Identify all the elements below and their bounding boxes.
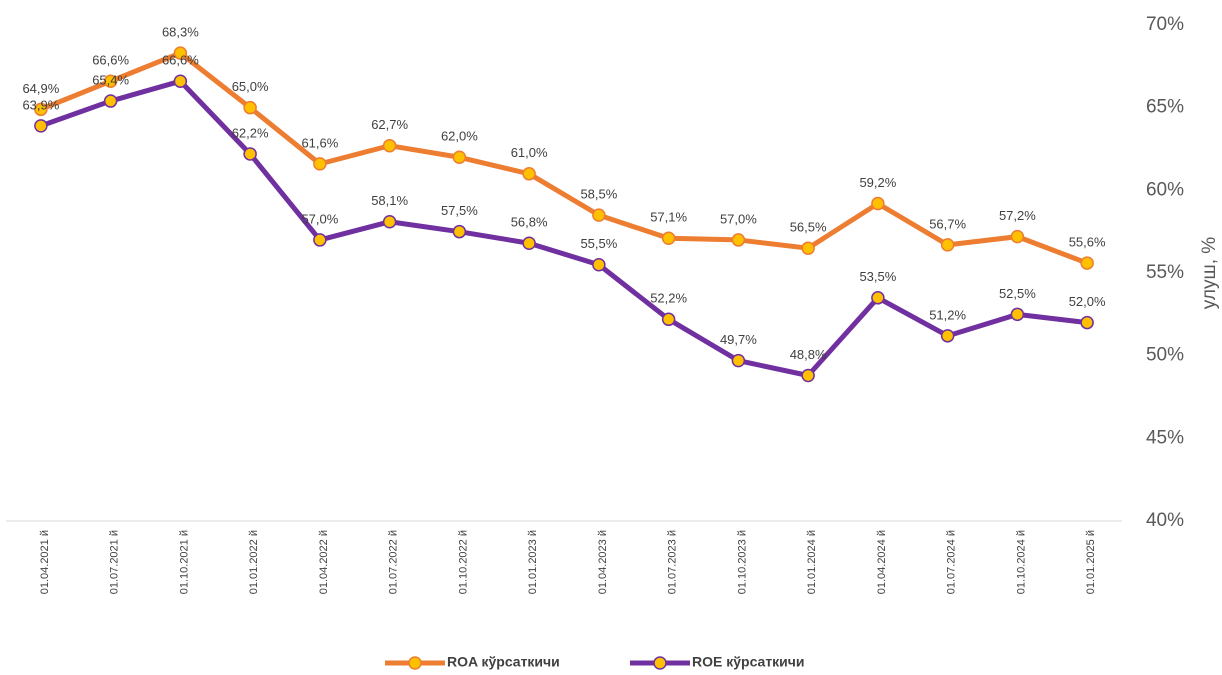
data-label: 51,2% — [929, 307, 966, 322]
data-label: 61,6% — [301, 135, 338, 150]
data-label: 58,5% — [580, 187, 617, 202]
legend-marker — [408, 656, 422, 670]
marker — [382, 138, 397, 153]
x-tick-label: 01.10.2022 й — [457, 530, 469, 594]
x-tick-label: 01.01.2024 й — [806, 530, 818, 594]
marker — [592, 208, 606, 222]
y-axis-label: улуш, % — [1199, 237, 1220, 309]
marker — [661, 312, 676, 327]
x-tick-label: 01.01.2023 й — [527, 530, 539, 594]
data-label: 52,2% — [650, 291, 687, 306]
data-label: 65,0% — [232, 79, 269, 94]
x-tick-label: 01.04.2024 й — [876, 530, 888, 594]
marker — [173, 74, 188, 88]
marker — [731, 233, 746, 247]
data-label: 63,9% — [22, 97, 59, 112]
x-tick-label: 01.01.2022 й — [248, 530, 260, 594]
data-label: 68,3% — [162, 25, 199, 40]
data-label: 57,1% — [650, 210, 687, 225]
marker — [1010, 307, 1025, 322]
data-label: 56,8% — [511, 215, 548, 230]
marker — [34, 102, 48, 117]
data-label: 61,0% — [511, 145, 548, 160]
y-tick-label: 40% — [1146, 510, 1184, 531]
marker — [452, 150, 467, 165]
marker — [1080, 256, 1094, 270]
marker — [103, 74, 118, 88]
x-tick-label: 01.07.2022 й — [388, 530, 400, 594]
data-label: 62,2% — [232, 125, 269, 140]
marker — [313, 233, 327, 247]
marker — [871, 196, 885, 211]
marker — [452, 224, 467, 239]
data-label: 52,5% — [999, 286, 1036, 301]
y-tick-label: 65% — [1146, 97, 1184, 118]
y-tick-label: 50% — [1146, 345, 1184, 366]
legend-label: ROA кўрсаткичи — [447, 654, 560, 670]
y-tick-label: 55% — [1146, 262, 1184, 283]
x-tick-label: 01.10.2021 й — [178, 530, 190, 594]
y-tick-label: 60% — [1146, 179, 1184, 200]
data-label: 66,6% — [92, 53, 129, 68]
x-tick-label: 01.07.2024 й — [946, 530, 958, 594]
series-line — [39, 50, 1089, 266]
legend-label: ROE кўрсаткичи — [692, 654, 805, 670]
y-tick-label: 70% — [1146, 14, 1184, 35]
x-tick-label: 01.04.2023 й — [597, 530, 609, 594]
data-label: 55,5% — [580, 236, 617, 251]
marker — [173, 46, 188, 60]
data-label: 55,6% — [1069, 235, 1106, 250]
data-label: 56,5% — [790, 220, 827, 235]
x-tick-label: 01.01.2025 й — [1085, 530, 1097, 594]
x-tick-label: 01.10.2024 й — [1015, 530, 1027, 594]
data-label: 64,9% — [22, 81, 59, 96]
y-tick-label: 45% — [1146, 427, 1184, 448]
marker — [243, 100, 257, 115]
marker — [661, 231, 676, 246]
data-label: 58,1% — [371, 193, 408, 208]
marker — [940, 329, 955, 343]
x-tick-label: 01.04.2022 й — [318, 530, 330, 594]
x-tick-label: 01.07.2023 й — [667, 530, 679, 594]
legend-marker — [653, 656, 667, 670]
data-label: 52,0% — [1069, 294, 1106, 309]
marker — [382, 214, 397, 229]
data-label: 57,0% — [720, 211, 757, 226]
data-label: 57,0% — [301, 211, 338, 226]
marker — [34, 119, 48, 133]
x-tick-label: 01.04.2021 й — [39, 530, 51, 594]
x-tick-label: 01.10.2023 й — [736, 530, 748, 594]
marker — [871, 291, 885, 305]
x-tick-label: 01.07.2021 й — [109, 530, 121, 594]
data-label: 66,6% — [162, 53, 199, 68]
data-label: 49,7% — [720, 332, 757, 347]
data-label: 62,7% — [371, 117, 408, 132]
marker — [801, 368, 815, 383]
marker — [522, 236, 536, 250]
data-label: 57,5% — [441, 203, 478, 218]
marker — [801, 241, 815, 255]
data-label: 62,0% — [441, 129, 478, 144]
marker — [243, 147, 257, 161]
marker — [103, 94, 118, 108]
marker — [522, 167, 536, 181]
data-label: 59,2% — [859, 175, 896, 190]
marker — [592, 257, 606, 272]
data-label: 57,2% — [999, 208, 1036, 223]
data-label: 53,5% — [859, 269, 896, 284]
marker — [731, 353, 746, 368]
data-label: 48,8% — [790, 347, 827, 362]
data-label: 65,4% — [92, 72, 129, 87]
marker — [313, 157, 327, 171]
marker — [940, 238, 955, 252]
marker — [1010, 229, 1025, 244]
series-line — [40, 78, 1088, 379]
marker — [1080, 315, 1094, 330]
data-label: 56,7% — [929, 216, 966, 231]
